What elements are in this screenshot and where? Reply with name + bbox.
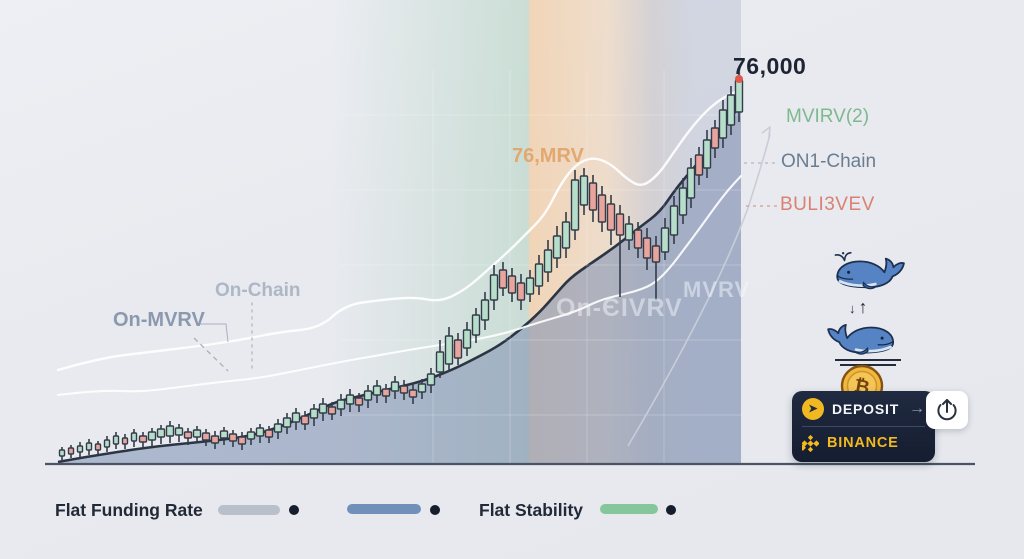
legend-pill-gray xyxy=(218,505,280,515)
legend-label-bulbvev: BULI3VEV xyxy=(780,194,875,215)
legend-dot xyxy=(430,505,440,515)
binance-deposit-card: ➤ DEPOSIT → BINANCE xyxy=(792,391,935,462)
legend-pill-blue xyxy=(347,504,421,514)
legend-dot xyxy=(666,505,676,515)
whale-base-line xyxy=(840,364,896,366)
binance-brand-row: BINANCE xyxy=(792,427,935,459)
whale-exchange-arrows: ↓ ↑ xyxy=(849,297,868,318)
deposit-glyph: ➤ xyxy=(808,403,818,415)
watermark-on-eivrv: On-ЄIVRV xyxy=(556,294,683,322)
whale-spout-icon xyxy=(834,251,852,262)
peak-price-label: 76,000 xyxy=(733,53,807,79)
watermark-mvrv: MVRV xyxy=(683,277,751,302)
down-arrow-icon: ↓ xyxy=(849,301,856,316)
annotation-on-mvrv: On-MVRV xyxy=(113,309,205,331)
legend-dot xyxy=(289,505,299,515)
annotation-76mrv: 76,MRV xyxy=(512,145,584,167)
whale-icon-bottom xyxy=(827,323,895,355)
deposit-coin-icon: ➤ xyxy=(802,397,824,420)
binance-logo-icon xyxy=(802,434,819,452)
share-button[interactable] xyxy=(926,391,968,429)
binance-label: BINANCE xyxy=(827,435,899,451)
legend-label-on-chain: ON1-Chain xyxy=(781,151,877,172)
deposit-label: DEPOSIT xyxy=(832,400,900,417)
card-divider xyxy=(802,426,925,427)
deposit-button[interactable]: ➤ DEPOSIT → xyxy=(792,391,935,426)
legend-funding-rate-label: Flat Funding Rate xyxy=(55,500,203,520)
legend-pill-green xyxy=(600,504,658,514)
up-arrow-icon: ↑ xyxy=(858,297,868,317)
share-icon xyxy=(937,399,957,421)
arrow-right-icon: → xyxy=(909,399,925,417)
legend-stability-label: Flat Stability xyxy=(479,500,584,520)
whale-icon-top xyxy=(834,251,905,290)
annotation-on-chain: On-Chain xyxy=(215,280,301,301)
whale-base-line xyxy=(835,359,901,361)
legend-label-mvirv: MVIRV(2) xyxy=(786,106,870,127)
